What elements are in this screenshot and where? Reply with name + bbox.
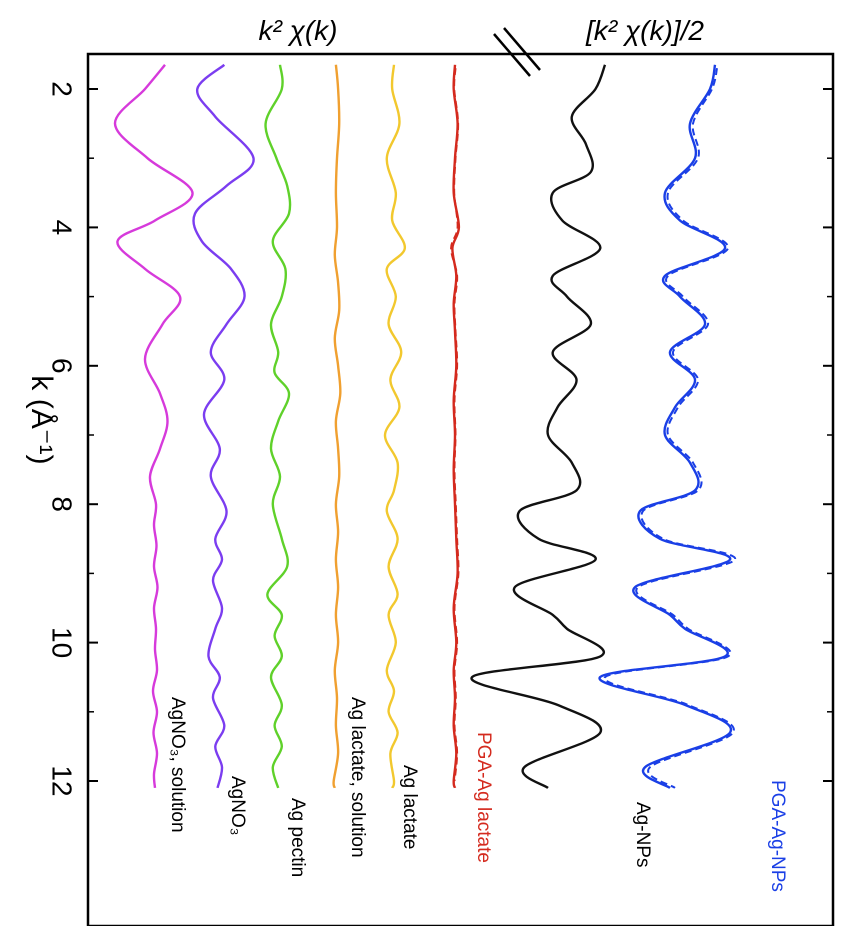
- series-layer: [113, 63, 737, 789]
- tick-label: 2: [47, 81, 78, 97]
- series-line: [598, 64, 733, 789]
- series-line: [451, 64, 461, 789]
- series-label: PGA-Ag-NPs: [767, 780, 788, 892]
- axis-break-mark: [503, 27, 541, 71]
- tick-label: 6: [47, 358, 78, 374]
- right-panel-title: [k² χ(k)]/2: [585, 15, 704, 46]
- series-line: [332, 64, 342, 789]
- series-line: [264, 64, 292, 789]
- series-line: [470, 64, 607, 789]
- left-panel-title: k² χ(k): [258, 15, 337, 46]
- tick-label: 10: [47, 627, 78, 658]
- axis-label: k (Å⁻¹): [25, 375, 58, 464]
- series-label: PGA-Ag lactate: [473, 732, 494, 863]
- series-label: AgNO₃: [227, 776, 248, 835]
- tick-label: 8: [47, 496, 78, 512]
- series-label: AgNO₃, solution: [167, 697, 188, 833]
- series-line: [113, 64, 194, 789]
- series-line: [383, 64, 406, 789]
- axis-ticks: 2 4 6 8 10 12: [47, 81, 833, 797]
- tick-label: 4: [47, 220, 78, 236]
- tick-label: 12: [47, 765, 78, 796]
- series-label: Ag lactate: [399, 765, 420, 850]
- plot-frame: [86, 52, 835, 926]
- series-label: Ag-NPs: [632, 802, 653, 867]
- axis-break-mark: [493, 33, 531, 77]
- series-label: Ag pectin: [287, 798, 308, 877]
- series-labels: AgNO₃, solution AgNO₃ Ag pectin Ag lactate,…: [167, 697, 788, 892]
- series-line-dashed: [603, 67, 737, 789]
- series-line: [192, 63, 255, 789]
- series-label: Ag lactate, solution: [347, 697, 368, 858]
